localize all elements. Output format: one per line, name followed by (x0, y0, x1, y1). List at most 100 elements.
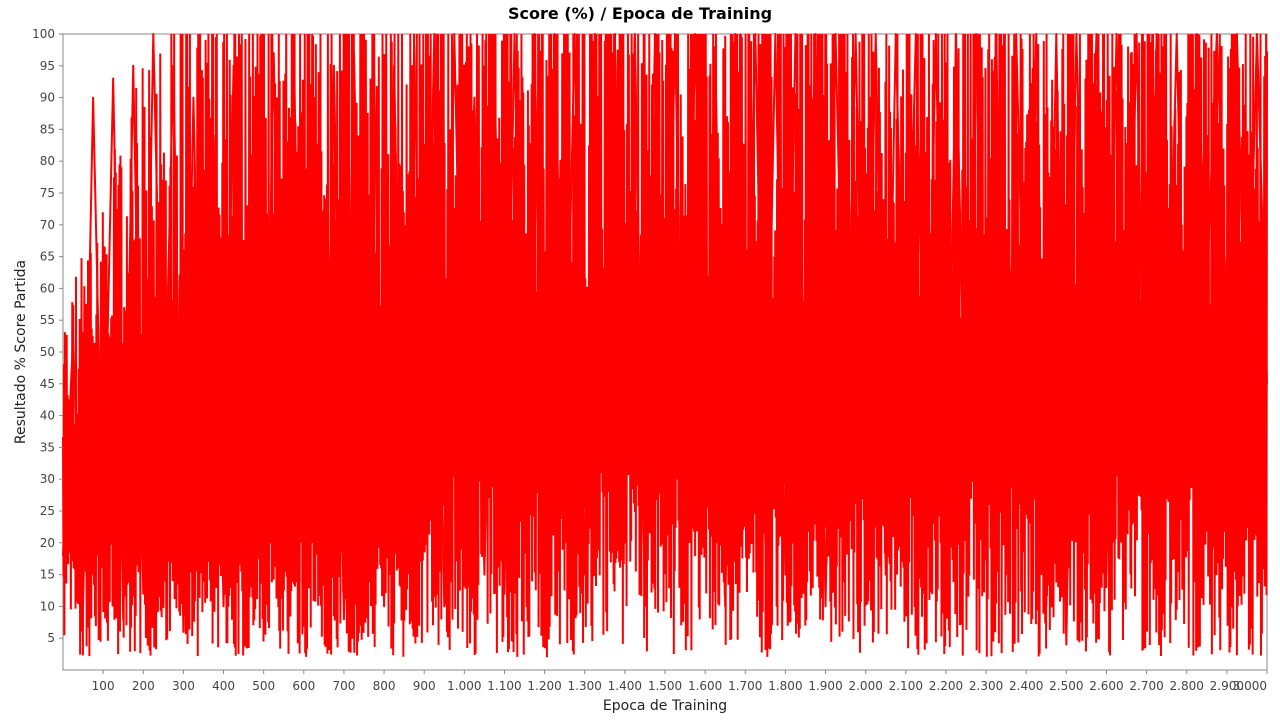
data-point (714, 45, 717, 48)
data-point (1266, 382, 1268, 385)
y-tick-label: 60 (40, 281, 55, 295)
data-point (804, 414, 807, 417)
data-point (824, 605, 827, 608)
data-point (694, 33, 697, 35)
data-point (794, 33, 797, 35)
data-point (122, 618, 125, 621)
data-point (995, 33, 998, 35)
data-point (744, 446, 747, 449)
data-point (443, 605, 446, 608)
data-point (102, 541, 105, 544)
data-point (152, 33, 155, 35)
data-point (834, 33, 837, 35)
data-point (664, 510, 666, 512)
data-point (503, 592, 506, 595)
data-point (162, 478, 165, 481)
data-point (62, 554, 64, 557)
x-axis-title: Epoca de Training (603, 698, 727, 714)
y-tick-label: 30 (40, 472, 55, 486)
data-point (954, 33, 957, 35)
y-tick-label: 75 (40, 186, 55, 200)
data-point (332, 64, 335, 67)
x-axis-ticks: 100 200 300 400 500 600 700 800 900 1.000 1.100 1.2… (92, 670, 1268, 693)
x-tick-label: 100 (92, 679, 115, 693)
y-tick-label: 10 (40, 599, 55, 613)
y-tick-label: 95 (40, 59, 55, 73)
data-point (423, 541, 426, 544)
data-point (1225, 319, 1228, 322)
x-tick-label: 2.000 (848, 679, 882, 693)
data-point (1095, 33, 1098, 35)
y-tick-label: 25 (40, 504, 55, 518)
data-point (934, 33, 937, 35)
data-point (212, 134, 215, 137)
data-point (142, 592, 145, 595)
data-point (322, 573, 325, 576)
y-tick-label: 55 (40, 313, 55, 327)
data-point (1125, 478, 1128, 481)
data-point (1245, 414, 1248, 417)
x-tick-label: 3.000 (1233, 679, 1267, 693)
data-point (573, 33, 576, 35)
data-point (112, 77, 115, 80)
data-point (1085, 414, 1088, 417)
data-point (643, 605, 646, 608)
data-point (523, 541, 526, 544)
series-dense-line (62, 33, 1268, 658)
x-tick-label: 2.600 (1089, 679, 1123, 693)
x-tick-label: 1.700 (728, 679, 762, 693)
y-tick-label: 20 (40, 536, 55, 550)
data-point (1045, 605, 1048, 608)
data-point (854, 33, 857, 35)
x-tick-label: 2.700 (1129, 679, 1163, 693)
x-tick-label: 2.100 (889, 679, 923, 693)
y-tick-label: 40 (40, 409, 55, 423)
data-point (182, 630, 185, 633)
data-point (613, 33, 616, 35)
data-point (463, 510, 466, 512)
data-point (272, 52, 275, 55)
y-axis-ticks: 5 10 15 20 25 30 35 40 45 50 55 60 65 70 75 80 85 90 95 100 (32, 27, 63, 645)
x-tick-label: 700 (332, 679, 355, 693)
data-point (433, 33, 436, 35)
data-point (413, 45, 416, 48)
data-point (844, 478, 847, 481)
x-tick-label: 2.400 (1009, 679, 1043, 693)
data-point (302, 605, 305, 608)
x-tick-label: 2.500 (1049, 679, 1083, 693)
x-tick-label: 1.100 (487, 679, 521, 693)
data-point (82, 605, 85, 608)
data-point (1015, 33, 1018, 35)
data-point (1175, 33, 1178, 35)
x-tick-label: 500 (252, 679, 275, 693)
series-envelope (62, 33, 1268, 646)
data-point (312, 96, 315, 99)
x-tick-label: 600 (292, 679, 315, 693)
data-point (1135, 33, 1138, 35)
x-tick-label: 800 (373, 679, 396, 693)
y-tick-label: 65 (40, 250, 55, 264)
data-point (1005, 573, 1008, 576)
data-point (784, 573, 787, 576)
data-point (1075, 33, 1078, 35)
data-point (914, 33, 917, 35)
data-point (754, 33, 757, 35)
data-point (894, 33, 897, 35)
data-point (192, 96, 195, 99)
x-tick-label: 1.600 (688, 679, 722, 693)
data-point (1035, 33, 1038, 35)
data-point (232, 64, 235, 67)
data-point (1215, 33, 1218, 35)
data-point (704, 478, 707, 481)
x-tick-label: 2.200 (929, 679, 963, 693)
y-tick-label: 15 (40, 568, 55, 582)
x-tick-label: 200 (132, 679, 155, 693)
data-point (222, 605, 225, 608)
y-tick-label: 35 (40, 440, 55, 454)
data-point (132, 64, 135, 67)
data-point (764, 541, 767, 544)
data-point (453, 33, 456, 35)
data-point (633, 33, 636, 35)
data-point (1055, 33, 1058, 35)
